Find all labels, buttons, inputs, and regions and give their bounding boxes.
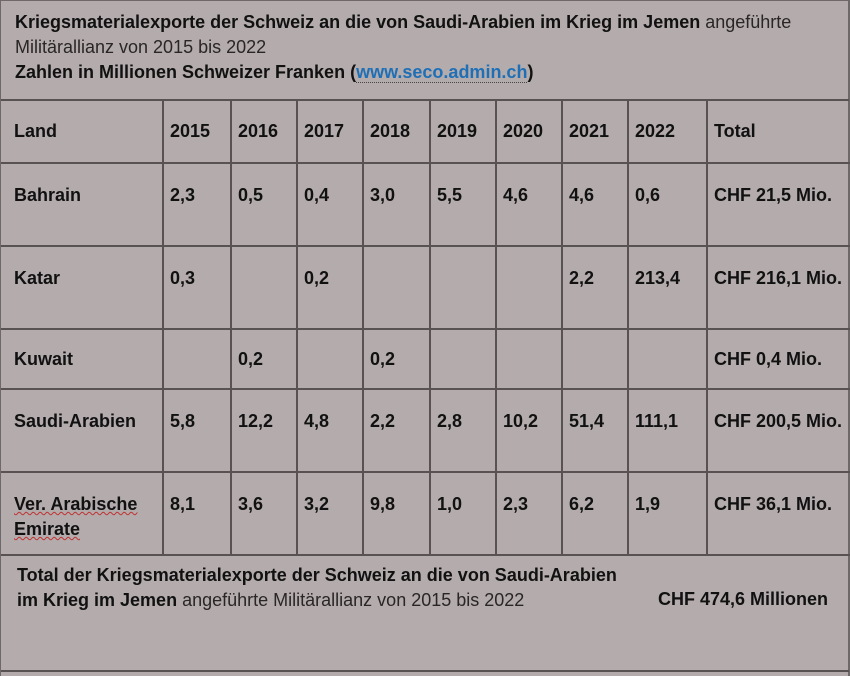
value-cell: 9,8 <box>363 472 431 556</box>
column-header: 2022 <box>628 101 708 164</box>
country-cell: Ver. Arabische Emirate <box>1 472 164 556</box>
value-cell <box>628 329 708 390</box>
table-row: Saudi-Arabien 5,8 12,2 4,8 2,2 2,8 10,2 … <box>1 389 850 473</box>
country-cell: Saudi-Arabien <box>1 389 164 473</box>
total-cell: CHF 36,1 Mio. <box>707 472 850 556</box>
header-units-text: Zahlen in Millionen Schweizer Franken ( <box>15 62 357 82</box>
value-cell: 0,4 <box>297 163 364 247</box>
column-header: 2015 <box>163 101 232 164</box>
value-cell <box>363 246 431 330</box>
value-cell: 213,4 <box>628 246 708 330</box>
value-cell: 12,2 <box>231 389 298 473</box>
value-cell <box>562 329 629 390</box>
grand-total-value: CHF 474,6 Millionen <box>658 589 829 609</box>
column-header: Total <box>707 101 850 164</box>
column-header: 2016 <box>231 101 298 164</box>
column-header: 2021 <box>562 101 629 164</box>
value-cell: 0,2 <box>297 246 364 330</box>
table-row: Ver. Arabische Emirate 8,1 3,6 3,2 9,8 1… <box>1 472 850 556</box>
header-line-2: Militärallianz von 2015 bis 2022 <box>15 37 267 57</box>
table-header-row: Land 2015 2016 2017 2018 2019 2020 2021 … <box>1 101 850 164</box>
grand-total-description: Total der Kriegsmaterialexporte der Schw… <box>17 563 617 613</box>
country-cell: Katar <box>1 246 164 330</box>
value-cell: 2,3 <box>163 163 232 247</box>
column-header: 2017 <box>297 101 364 164</box>
table-row: Bahrain 2,3 0,5 0,4 3,0 5,5 4,6 4,6 0,6 … <box>1 163 850 247</box>
value-cell: 2,2 <box>363 389 431 473</box>
header-units-close: ) <box>527 62 534 82</box>
value-cell <box>430 329 497 390</box>
value-cell: 4,6 <box>496 163 563 247</box>
value-cell <box>297 329 364 390</box>
value-cell: 1,0 <box>430 472 497 556</box>
value-cell: 8,1 <box>163 472 232 556</box>
value-cell <box>163 329 232 390</box>
value-cell: 1,9 <box>628 472 708 556</box>
header-title-bold: Kriegsmaterialexporte der Schweiz an die… <box>15 12 701 32</box>
total-cell: CHF 216,1 Mio. <box>707 246 850 330</box>
value-cell: 3,2 <box>297 472 364 556</box>
value-cell: 6,2 <box>562 472 629 556</box>
value-cell: 5,8 <box>163 389 232 473</box>
value-cell: 5,5 <box>430 163 497 247</box>
value-cell <box>430 246 497 330</box>
value-cell <box>231 246 298 330</box>
value-cell: 111,1 <box>628 389 708 473</box>
value-cell <box>496 246 563 330</box>
column-header: Land <box>1 101 164 164</box>
country-name-uae: Ver. Arabische Emirate <box>14 494 138 539</box>
header-line-1: Kriegsmaterialexporte der Schweiz an die… <box>15 10 849 35</box>
value-cell: 0,2 <box>231 329 298 390</box>
seco-link[interactable]: www.seco.admin.ch <box>356 62 528 83</box>
value-cell: 3,6 <box>231 472 298 556</box>
total-cell: CHF 0,4 Mio. <box>707 329 850 390</box>
value-cell: 51,4 <box>562 389 629 473</box>
document-header: Kriegsmaterialexporte der Schweiz an die… <box>1 0 849 101</box>
header-line-3: Zahlen in Millionen Schweizer Franken (w… <box>15 60 849 85</box>
total-cell: CHF 21,5 Mio. <box>707 163 850 247</box>
column-header: 2018 <box>363 101 431 164</box>
grand-total-line-2: im Krieg im Jemen angeführte Militäralli… <box>17 588 617 613</box>
country-cell: Bahrain <box>1 163 164 247</box>
value-cell: 4,6 <box>562 163 629 247</box>
total-cell: CHF 200,5 Mio. <box>707 389 850 473</box>
column-header: 2019 <box>430 101 497 164</box>
grand-total-line-1: Total der Kriegsmaterialexporte der Schw… <box>17 565 617 585</box>
export-table: Land 2015 2016 2017 2018 2019 2020 2021 … <box>1 101 850 556</box>
column-header: 2020 <box>496 101 563 164</box>
value-cell: 10,2 <box>496 389 563 473</box>
value-cell: 3,0 <box>363 163 431 247</box>
value-cell: 0,3 <box>163 246 232 330</box>
grand-total-line-2-light: angeführte Militärallianz von 2015 bis 2… <box>182 590 525 610</box>
value-cell: 2,3 <box>496 472 563 556</box>
header-title-light: angeführte <box>705 12 792 32</box>
country-cell: Kuwait <box>1 329 164 390</box>
value-cell: 4,8 <box>297 389 364 473</box>
value-cell: 0,5 <box>231 163 298 247</box>
value-cell: 2,2 <box>562 246 629 330</box>
value-cell: 0,6 <box>628 163 708 247</box>
value-cell <box>496 329 563 390</box>
grand-total-line-2-bold: im Krieg im Jemen <box>17 590 178 610</box>
table-row: Kuwait 0,2 0,2 CHF 0,4 Mio. <box>1 329 850 390</box>
value-cell: 0,2 <box>363 329 431 390</box>
value-cell: 2,8 <box>430 389 497 473</box>
table-row: Katar 0,3 0,2 2,2 213,4 CHF 216,1 Mio. <box>1 246 850 330</box>
grand-total-section: Total der Kriegsmaterialexporte der Schw… <box>1 554 849 672</box>
